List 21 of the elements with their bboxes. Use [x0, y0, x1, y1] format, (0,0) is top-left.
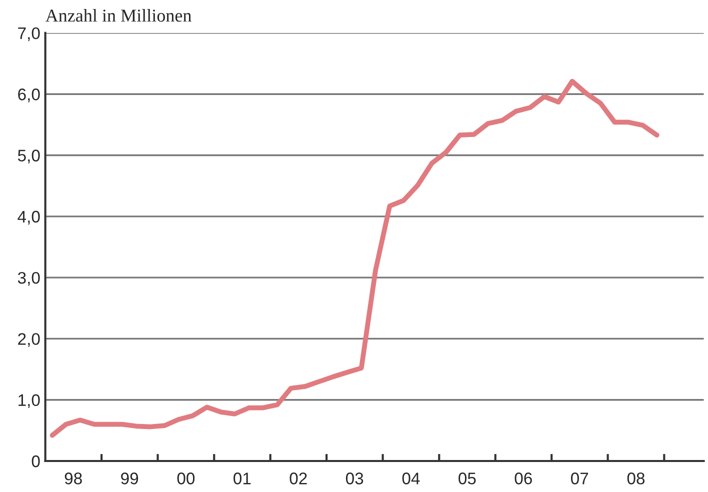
- x-tick-label: 07: [570, 472, 588, 484]
- y-tick-label: 0: [32, 455, 40, 468]
- y-tick-label: 7,0: [18, 27, 40, 42]
- x-tick-label: 02: [290, 472, 307, 484]
- y-tick-label: 5,0: [18, 150, 40, 164]
- x-tick-label: 00: [177, 472, 195, 484]
- x-tick-label: 01: [234, 472, 251, 484]
- x-tick-label: 08: [627, 472, 645, 484]
- y-tick-label: 4,0: [18, 210, 40, 225]
- line-series: [50, 78, 660, 438]
- y-tick-label: 6,0: [18, 88, 40, 102]
- y-tick-label: 1,0: [18, 394, 40, 408]
- y-tick-label: 3,0: [18, 272, 40, 286]
- x-tick-label: 98: [64, 472, 82, 484]
- x-tick-label: 03: [346, 472, 364, 484]
- y-axis-title: Anzahl in Millionen: [45, 9, 192, 22]
- x-tick-label: 99: [121, 472, 138, 484]
- x-tick-label: 04: [402, 472, 420, 484]
- y-tick-label: 2,0: [18, 333, 40, 347]
- x-tick-label: 06: [514, 472, 532, 484]
- x-tick-label: 05: [458, 472, 476, 484]
